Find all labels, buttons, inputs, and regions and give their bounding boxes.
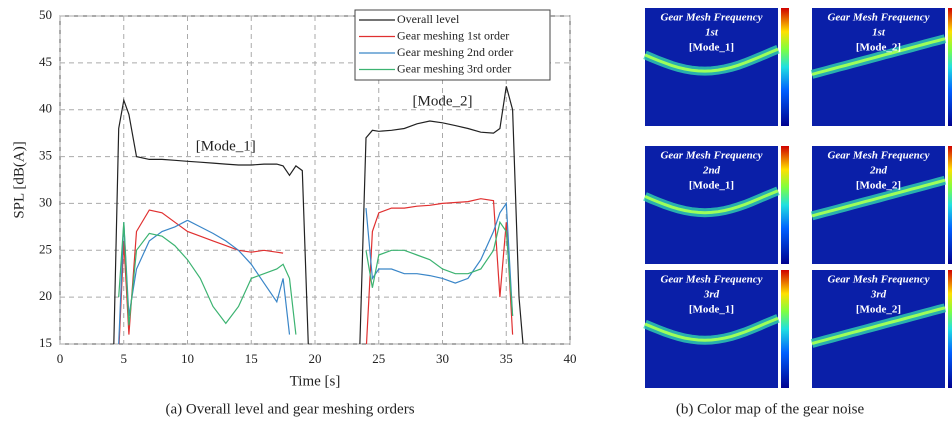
panel-order: 2nd [702,165,721,177]
gear-mesh-band [811,37,946,76]
x-tick-label: 15 [245,351,258,366]
x-axis-label: Time [s] [290,373,341,389]
panel-order: 2nd [869,165,888,177]
x-tick-label: 5 [121,351,128,366]
panel-order: 3rd [703,289,720,301]
y-tick-label: 45 [39,54,52,69]
panel-mode: [Mode_2] [856,42,901,54]
panel-title: Gear Mesh Frequency [660,12,762,24]
colorbar [948,270,952,388]
y-tick-label: 25 [39,241,52,256]
legend-label: Overall level [397,12,460,26]
colorbar [781,146,789,264]
x-tick-label: 25 [372,351,385,366]
panel-order: 1st [872,27,886,39]
series-line [118,198,514,344]
y-tick-label: 15 [39,335,52,350]
y-axis-label: SPL [dB(A)] [11,141,27,218]
gear-mesh-band [644,316,779,342]
gear-mesh-band [644,47,779,73]
annotation: [Mode_1] [196,139,256,155]
series-line [118,220,514,335]
panel-title: Gear Mesh Frequency [827,12,929,24]
colorbar [781,8,789,126]
gear-mesh-band [644,189,779,215]
colorbar [948,146,952,264]
x-tick-label: 20 [309,351,322,366]
legend-label: Gear meshing 1st order [397,28,509,42]
gear-mesh-band [811,306,946,345]
legend-label: Gear meshing 2nd order [397,45,513,59]
y-tick-label: 40 [39,101,52,116]
gear-mesh-band [811,178,946,218]
x-tick-label: 30 [436,351,449,366]
legend-label: Gear meshing 3rd order [397,61,511,75]
y-tick-label: 20 [39,288,52,303]
panel-mode: [Mode_1] [689,304,734,316]
x-tick-label: 40 [564,351,577,366]
colorbar [781,270,789,388]
panel-order: 1st [705,27,719,39]
y-tick-label: 30 [39,194,52,209]
panel-mode: [Mode_1] [689,180,734,192]
x-tick-label: 0 [57,351,64,366]
plot-lines [113,86,524,344]
y-tick-label: 50 [39,7,52,22]
panel-title: Gear Mesh Frequency [660,150,762,162]
x-tick-label: 35 [500,351,513,366]
x-tick-label: 10 [181,351,194,366]
panel-order: 3rd [870,289,887,301]
panel-mode: [Mode_1] [689,42,734,54]
series-line [118,201,514,344]
panel-title: Gear Mesh Frequency [660,274,762,286]
annotation: [Mode_2] [413,94,473,110]
caption: (a) Overall level and gear meshing order… [165,401,414,417]
series-line [113,86,524,344]
colorbar [948,8,952,126]
caption: (b) Color map of the gear noise [676,401,865,417]
legend-box [354,9,551,81]
panel-mode: [Mode_2] [856,304,901,316]
y-tick-label: 35 [39,148,52,163]
panel-title: Gear Mesh Frequency [827,274,929,286]
panel-mode: [Mode_2] [856,180,901,192]
panel-title: Gear Mesh Frequency [827,150,929,162]
color-map [812,146,945,264]
